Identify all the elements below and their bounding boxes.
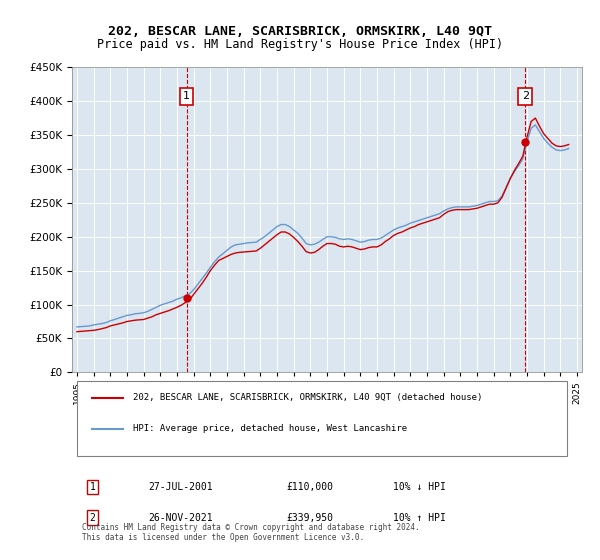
FancyBboxPatch shape	[77, 381, 567, 456]
Text: 202, BESCAR LANE, SCARISBRICK, ORMSKIRK, L40 9QT: 202, BESCAR LANE, SCARISBRICK, ORMSKIRK,…	[108, 25, 492, 38]
Text: HPI: Average price, detached house, West Lancashire: HPI: Average price, detached house, West…	[133, 424, 407, 433]
Text: 202, BESCAR LANE, SCARISBRICK, ORMSKIRK, L40 9QT (detached house): 202, BESCAR LANE, SCARISBRICK, ORMSKIRK,…	[133, 393, 482, 402]
Text: 2: 2	[89, 513, 95, 523]
Text: 10% ↑ HPI: 10% ↑ HPI	[394, 513, 446, 523]
Text: 26-NOV-2021: 26-NOV-2021	[149, 513, 213, 523]
Text: Contains HM Land Registry data © Crown copyright and database right 2024.
This d: Contains HM Land Registry data © Crown c…	[82, 522, 420, 542]
Text: 10% ↓ HPI: 10% ↓ HPI	[394, 482, 446, 492]
Text: £339,950: £339,950	[286, 513, 333, 523]
Text: 1: 1	[183, 91, 190, 101]
Text: Price paid vs. HM Land Registry's House Price Index (HPI): Price paid vs. HM Land Registry's House …	[97, 38, 503, 51]
Text: 1: 1	[89, 482, 95, 492]
Text: 2: 2	[522, 91, 529, 101]
Text: 27-JUL-2001: 27-JUL-2001	[149, 482, 213, 492]
Text: £110,000: £110,000	[286, 482, 333, 492]
